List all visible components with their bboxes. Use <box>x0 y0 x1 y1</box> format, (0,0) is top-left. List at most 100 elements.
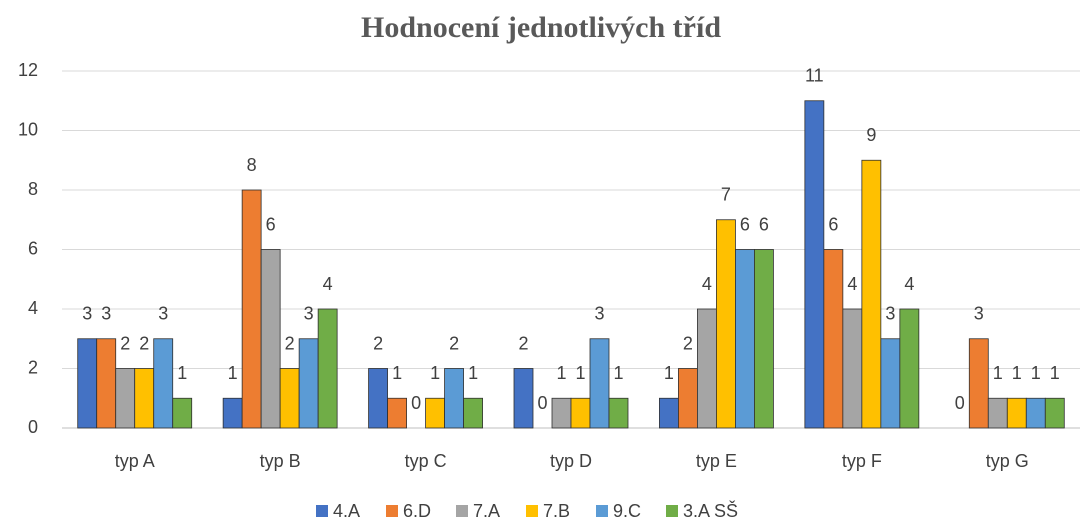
data-label: 1 <box>993 363 1003 383</box>
y-tick-label: 6 <box>28 238 38 258</box>
bar <box>842 308 863 429</box>
data-label: 11 <box>805 66 824 86</box>
data-label: 1 <box>1050 363 1060 383</box>
x-tick-label: typ D <box>550 451 592 471</box>
bar <box>1025 397 1046 429</box>
bar <box>861 159 882 429</box>
data-label: 1 <box>468 363 478 383</box>
bar <box>716 219 736 429</box>
data-label: 6 <box>740 214 750 234</box>
data-label: 0 <box>955 393 965 413</box>
bar <box>1006 397 1027 429</box>
bar <box>987 397 1008 429</box>
bar <box>754 249 774 429</box>
data-label: 1 <box>1031 363 1041 383</box>
data-label: 1 <box>392 363 402 383</box>
data-label: 4 <box>847 274 857 294</box>
data-label: 6 <box>759 214 769 234</box>
data-label: 0 <box>537 393 547 413</box>
legend-swatch <box>596 505 608 517</box>
data-label: 1 <box>1012 363 1022 383</box>
chart-title: Hodnocení jednotlivých tříd <box>361 11 721 44</box>
data-label: 4 <box>702 274 712 294</box>
data-label: 1 <box>177 363 187 383</box>
bar <box>222 397 243 429</box>
data-label: 9 <box>866 125 876 145</box>
data-label: 2 <box>139 333 149 353</box>
bar <box>697 308 717 429</box>
bar <box>659 397 679 429</box>
data-label: 3 <box>974 304 984 324</box>
data-label: 2 <box>683 333 693 353</box>
bar <box>551 397 572 429</box>
bar <box>172 397 193 429</box>
data-label: 6 <box>266 214 276 234</box>
legend-label: 4.A <box>333 501 360 521</box>
data-label: 2 <box>120 333 130 353</box>
bar <box>463 397 483 429</box>
bar <box>678 368 698 429</box>
data-label: 3 <box>82 304 92 324</box>
bar <box>823 249 844 429</box>
bar <box>241 189 262 429</box>
data-label: 1 <box>613 363 623 383</box>
legend-swatch <box>666 505 678 517</box>
bar <box>77 338 98 429</box>
bar <box>96 338 117 429</box>
data-label: 3 <box>304 304 314 324</box>
bar <box>387 397 407 429</box>
legend-swatch <box>386 505 398 517</box>
legend-label: 6.D <box>403 501 431 521</box>
data-label: 6 <box>828 214 838 234</box>
legend-swatch <box>526 505 538 517</box>
data-label: 4 <box>904 274 914 294</box>
bar <box>153 338 174 429</box>
x-tick-label: typ B <box>260 451 301 471</box>
y-tick-label: 2 <box>28 357 38 377</box>
data-label: 1 <box>575 363 585 383</box>
data-label: 8 <box>247 155 257 175</box>
bar <box>260 249 281 429</box>
data-label: 4 <box>323 274 333 294</box>
bar <box>513 368 534 429</box>
data-label: 1 <box>556 363 566 383</box>
bar <box>589 338 610 429</box>
x-tick-label: typ E <box>696 451 737 471</box>
data-label: 1 <box>664 363 674 383</box>
legend-swatch <box>316 505 328 517</box>
y-tick-label: 10 <box>18 119 38 139</box>
y-tick-label: 4 <box>28 298 38 318</box>
data-label: 2 <box>449 333 459 353</box>
data-label: 2 <box>285 333 295 353</box>
y-tick-label: 0 <box>28 417 38 437</box>
data-label: 1 <box>228 363 238 383</box>
data-label: 3 <box>101 304 111 324</box>
data-label: 7 <box>721 185 731 205</box>
bar <box>968 338 989 429</box>
bar <box>368 368 388 429</box>
bar <box>134 368 155 429</box>
data-label: 0 <box>411 393 421 413</box>
data-label: 3 <box>158 304 168 324</box>
y-tick-label: 8 <box>28 179 38 199</box>
legend-swatch <box>456 505 468 517</box>
x-tick-label: typ F <box>842 451 882 471</box>
y-tick-label: 12 <box>18 60 38 80</box>
legend-label: 3.A SŠ <box>683 500 738 521</box>
bar <box>279 368 300 429</box>
bar <box>115 368 136 429</box>
data-label: 3 <box>885 304 895 324</box>
bar <box>608 397 629 429</box>
x-tick-label: typ C <box>405 451 447 471</box>
bar <box>570 397 591 429</box>
bar <box>425 397 445 429</box>
legend-label: 7.A <box>473 501 500 521</box>
x-tick-label: typ G <box>986 451 1029 471</box>
data-label: 2 <box>373 333 383 353</box>
bar <box>735 249 755 429</box>
legend-label: 7.B <box>543 501 570 521</box>
legend-label: 9.C <box>613 501 641 521</box>
bar <box>899 308 920 429</box>
bar <box>804 100 825 429</box>
